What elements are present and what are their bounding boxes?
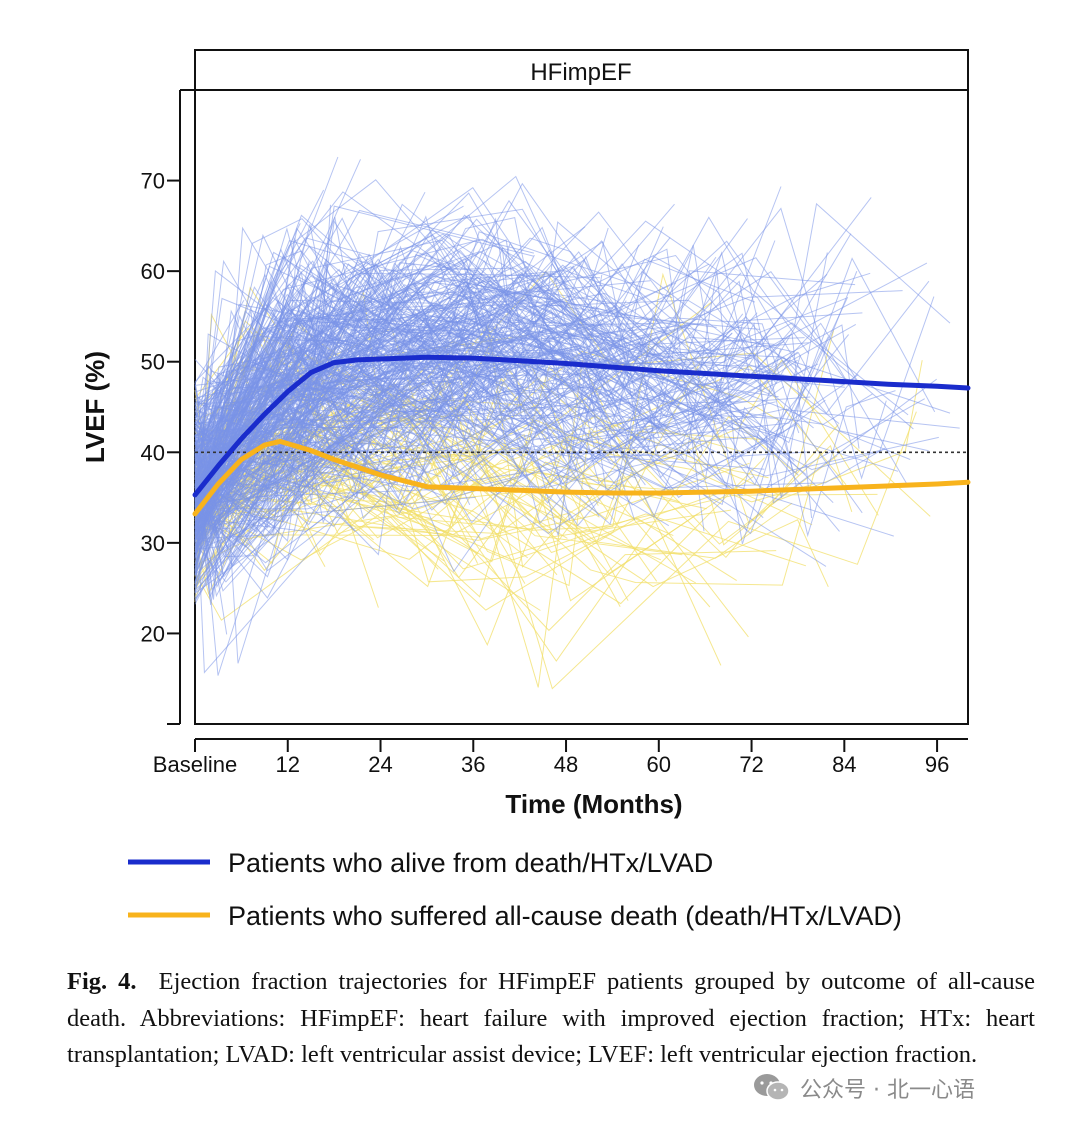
- individual-trajectory-death: [194, 366, 838, 598]
- mean-line-alive: [192, 354, 971, 498]
- individual-trajectory-alive: [194, 245, 571, 547]
- y-tick-label: 30: [141, 531, 165, 556]
- individual-trajectory-alive: [194, 270, 840, 588]
- individual-trajectory-alive: [194, 245, 733, 451]
- legend-label-alive: Patients who alive from death/HTx/LVAD: [228, 848, 713, 878]
- y-axis-title: LVEF (%): [80, 351, 110, 463]
- individual-trajectory-alive: [194, 308, 566, 564]
- x-tick-label: 36: [461, 752, 485, 777]
- x-tick-label: 96: [925, 752, 949, 777]
- panel-title: HFimpEF: [530, 59, 631, 86]
- y-axis-ticks: 20 30 40 50 60 70: [141, 169, 180, 725]
- x-tick-label: 72: [739, 752, 763, 777]
- individual-trajectory-alive: [194, 426, 314, 513]
- watermark-text: 公众号 · 北一心语: [800, 1078, 975, 1103]
- individual-trajectory-alive: [194, 270, 725, 507]
- individual-trajectory-alive: [194, 216, 743, 540]
- individual-trajectory-alive: [194, 273, 620, 453]
- individual-trajectory-alive: [194, 256, 717, 599]
- individual-trajectory-alive: [194, 248, 769, 486]
- watermark: 公众号 · 北一心语: [752, 1070, 975, 1106]
- individual-trajectory-alive: [194, 304, 714, 521]
- x-tick-label: Baseline: [153, 752, 237, 777]
- x-tick-label: 60: [647, 752, 671, 777]
- individual-trajectory-alive: [194, 239, 476, 495]
- individual-trajectory-alive: [194, 182, 872, 507]
- individual-trajectory-death: [194, 272, 853, 531]
- y-tick-label: 40: [141, 440, 165, 465]
- x-tick-label: 84: [832, 752, 856, 777]
- x-tick-label: 12: [276, 752, 300, 777]
- legend-label-death: Patients who suffered all-cause death (d…: [228, 901, 902, 931]
- individual-trajectory-alive: [194, 274, 828, 487]
- individual-trajectory-alive: [194, 239, 554, 443]
- individual-trajectory-alive: [194, 264, 849, 468]
- individual-trajectory-alive: [194, 207, 887, 480]
- individual-trajectory-alive: [194, 415, 355, 550]
- individual-trajectory-alive: [194, 300, 245, 384]
- individual-trajectory-alive: [194, 205, 534, 506]
- caption-text: Ejection fraction trajectories for HFimp…: [67, 968, 1036, 1068]
- individual-trajectory-alive: [194, 189, 325, 534]
- mean-line-death: [192, 438, 971, 517]
- y-tick-label: 60: [141, 259, 165, 284]
- y-tick-label: 50: [141, 350, 165, 375]
- individual-trajectory-alive: [194, 339, 471, 455]
- individual-trajectory-alive: [194, 292, 702, 542]
- individual-trajectory-alive: [194, 270, 834, 530]
- individual-trajectory-alive: [194, 408, 321, 537]
- individual-trajectory-alive: [194, 342, 431, 485]
- individual-trajectory-alive: [194, 233, 852, 565]
- x-axis-ticks: Baseline 12 24 36 48 60 72 84 96: [153, 739, 949, 777]
- individual-trajectory-alive: [194, 271, 858, 480]
- individual-trajectory-alive: [194, 249, 659, 548]
- individual-trajectory-alive: [194, 244, 640, 499]
- individual-trajectory-death: [194, 503, 382, 621]
- chart: HFimpEF 20 30 40 50 60 70 Baseline 12 24 36 48 60 7…: [80, 49, 971, 931]
- y-tick-label: 20: [141, 621, 165, 646]
- panel-strip: [194, 49, 969, 91]
- individual-trajectory-alive: [194, 309, 566, 674]
- individual-trajectory-alive: [194, 179, 504, 477]
- figure-caption: Fig. 4. Ejection fraction trajectories f…: [67, 964, 1035, 1074]
- individual-trajectory-alive: [194, 329, 665, 523]
- individual-trajectory-alive: [194, 240, 727, 515]
- individual-trajectory-alive: [194, 237, 496, 591]
- individual-trajectory-alive: [194, 310, 860, 492]
- individual-trajectory-alive: [194, 220, 777, 534]
- individual-trajectory-alive: [194, 359, 649, 538]
- y-tick-label: 70: [141, 169, 165, 194]
- individual-trajectory-alive: [194, 271, 899, 502]
- individual-trajectory-alive: [194, 350, 348, 513]
- x-axis-title: Time (Months): [505, 789, 682, 819]
- individual-trajectory-alive: [194, 239, 480, 526]
- x-tick-label: 24: [368, 752, 392, 777]
- legend: Patients who alive from death/HTx/LVAD P…: [128, 848, 902, 931]
- caption-label: Fig. 4.: [67, 968, 137, 995]
- mean-trajectories: [192, 354, 971, 517]
- individual-trajectories: [194, 156, 960, 690]
- x-tick-label: 48: [554, 752, 578, 777]
- individual-trajectory-alive: [194, 218, 392, 536]
- wechat-icon: [754, 1074, 790, 1101]
